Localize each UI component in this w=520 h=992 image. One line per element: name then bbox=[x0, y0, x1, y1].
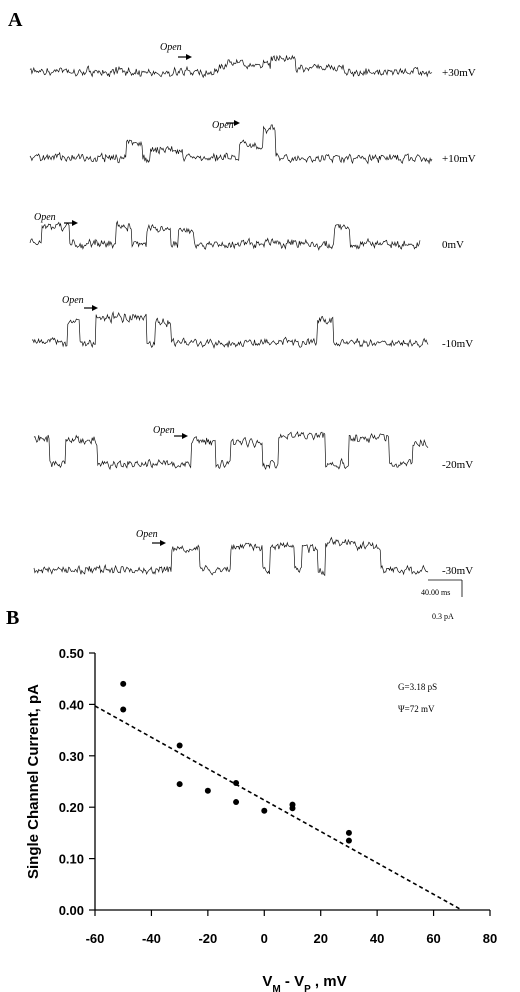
data-point bbox=[176, 781, 183, 788]
open-label: Open bbox=[34, 212, 56, 223]
current-trace bbox=[29, 124, 433, 165]
y-tick-label: 0.00 bbox=[59, 903, 84, 918]
voltage-label: -20mV bbox=[442, 459, 473, 471]
y-axis-title: Single Channel Current, pA bbox=[25, 684, 42, 879]
voltage-label: 0mV bbox=[442, 239, 464, 251]
open-arrow-icon bbox=[72, 220, 78, 226]
x-tick-label: 20 bbox=[313, 931, 327, 946]
open-label: Open bbox=[136, 529, 158, 540]
data-point bbox=[233, 780, 240, 787]
current-trace bbox=[29, 54, 433, 79]
x-tick-label: -20 bbox=[198, 931, 217, 946]
panel-b-letter: B bbox=[6, 607, 19, 629]
data-point bbox=[261, 807, 268, 814]
x-tick-label: 80 bbox=[483, 931, 497, 946]
open-label: Open bbox=[212, 120, 234, 131]
current-trace bbox=[33, 536, 429, 577]
conductance-annotation: G=3.18 pS bbox=[398, 682, 437, 692]
x-tick-label: 40 bbox=[370, 931, 384, 946]
panel-a-letter: A bbox=[8, 9, 23, 31]
x-tick-label: 0 bbox=[261, 931, 268, 946]
open-arrow-icon bbox=[234, 120, 240, 126]
data-point bbox=[176, 742, 183, 749]
iv-chart: -60 -40 -20 0 20 40 60 80 0.00 0.10 0.20 0.30 0.40 0.… bbox=[25, 646, 497, 992]
data-point bbox=[233, 799, 240, 806]
y-tick-label: 0.40 bbox=[59, 697, 84, 712]
open-label: Open bbox=[62, 295, 84, 306]
y-tick-label: 0.20 bbox=[59, 800, 84, 815]
x-tick-label: -60 bbox=[86, 931, 105, 946]
current-trace bbox=[33, 431, 429, 471]
data-point bbox=[345, 829, 352, 836]
current-trace bbox=[29, 220, 421, 251]
open-arrow-icon bbox=[182, 433, 188, 439]
fit-line bbox=[94, 705, 463, 911]
x-axis-title: VM - VP , mV bbox=[262, 973, 346, 992]
x-tick-label: 60 bbox=[426, 931, 440, 946]
voltage-label: +10mV bbox=[442, 153, 476, 165]
voltage-label: -10mV bbox=[442, 338, 473, 350]
scale-current-label: 0.3 pA bbox=[432, 612, 454, 621]
y-tick-label: 0.10 bbox=[59, 852, 84, 867]
data-point bbox=[120, 706, 127, 713]
data-point bbox=[289, 805, 296, 812]
data-point bbox=[345, 837, 352, 844]
open-arrow-icon bbox=[92, 305, 98, 311]
open-arrow-icon bbox=[160, 540, 166, 546]
y-tick-label: 0.50 bbox=[59, 646, 84, 661]
data-point bbox=[120, 680, 127, 687]
open-label: Open bbox=[160, 42, 182, 53]
data-point bbox=[204, 787, 211, 794]
current-trace bbox=[31, 311, 429, 349]
open-arrow-icon bbox=[186, 54, 192, 60]
open-label: Open bbox=[153, 425, 175, 436]
current-traces: +30mV Open +10mV Open 0mV Open -10mV Open -20mV O… bbox=[29, 42, 476, 577]
y-tick-label: 0.30 bbox=[59, 749, 84, 764]
voltage-label: -30mV bbox=[442, 565, 473, 577]
scale-time-label: 40.00 ms bbox=[421, 588, 450, 597]
voltage-label: +30mV bbox=[442, 67, 476, 79]
scale-bar: 40.00 ms 0.3 pA bbox=[421, 579, 463, 621]
x-tick-label: -40 bbox=[142, 931, 161, 946]
psi-annotation: Ψ=72 mV bbox=[398, 704, 435, 714]
